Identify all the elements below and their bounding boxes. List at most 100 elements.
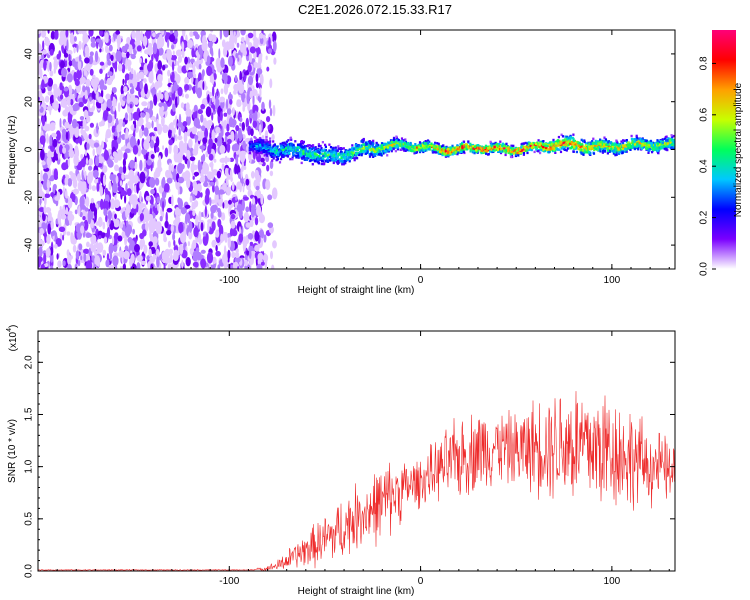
signal-cell [385,150,388,153]
noise-cell [234,251,240,258]
noise-cell [80,154,84,159]
noise-cell [52,100,59,111]
noise-cell [140,260,146,265]
noise-cell [84,89,88,100]
signal-cell [360,140,363,143]
signal-cell [530,148,533,152]
signal-cell [272,145,275,148]
signal-cell [517,152,520,155]
signal-cell [407,143,410,146]
signal-cell [647,145,651,148]
signal-cell [492,142,495,146]
noise-cell [231,181,235,191]
noise-cell [210,160,214,173]
noise-cell [202,81,205,90]
noise-cell [192,175,195,180]
noise-cell [200,258,207,269]
signal-cell [334,158,337,161]
noise-cell [161,251,167,262]
noise-cell [211,129,216,141]
noise-cell [79,76,87,84]
signal-cell [255,143,258,146]
noise-cell [206,55,211,66]
noise-cell [101,140,105,149]
noise-cell [46,179,51,190]
signal-cell [402,147,405,150]
signal-cell [328,159,331,162]
noise-cell [175,134,178,142]
noise-cell [195,180,201,185]
signal-cell [553,141,556,144]
noise-cell [220,233,224,244]
noise-cell [197,112,200,119]
signal-cell [615,139,618,142]
noise-cell [129,136,137,148]
noise-cell [119,223,123,229]
signal-cell [485,152,488,155]
noise-cell [254,110,258,122]
signal-cell [312,158,315,161]
signal-cell [377,150,380,154]
signal-cell [262,139,265,142]
signal-cell [656,139,659,142]
noise-cell [41,161,46,166]
signal-cell [375,148,379,151]
noise-cell [136,72,140,82]
signal-cell [266,152,269,155]
noise-cell [72,244,77,253]
noise-cell [90,37,94,43]
signal-cell [509,153,512,156]
signal-cell [396,148,399,151]
noise-cell [63,52,69,58]
signal-cell [349,155,352,159]
signal-cell [332,146,335,150]
signal-cell [310,157,313,160]
noise-cell [148,241,153,247]
signal-cell [414,143,417,146]
noise-cell [48,158,51,166]
signal-cell [508,147,511,150]
noise-cell [49,49,54,56]
noise-cell [152,42,158,55]
noise-cell [131,76,138,89]
noise-cell [115,50,122,62]
signal-cell [597,140,600,143]
noise-cell [124,235,128,246]
signal-cell [286,149,289,152]
noise-cell [265,155,270,162]
signal-cell [617,142,620,146]
noise-cell [87,233,92,238]
noise-cell [177,65,183,74]
signal-cell [376,143,380,147]
noise-cell [267,125,271,131]
noise-cell [112,182,118,194]
noise-cell [68,60,73,67]
signal-cell [622,146,625,150]
noise-cell [143,107,148,113]
noise-cell [203,117,207,126]
noise-cell [150,69,154,82]
signal-cell [517,147,520,150]
signal-cell [368,153,371,156]
signal-cell [625,150,628,153]
noise-cell [205,232,209,243]
signal-cell [329,149,333,153]
noise-cell [44,40,51,47]
noise-cell [219,96,226,103]
noise-cell [216,135,223,148]
noise-cell [235,52,239,59]
noise-cell [234,257,241,263]
noise-cell [193,171,200,177]
signal-cell [656,145,659,148]
signal-cell [326,156,329,159]
noise-cell [162,200,165,212]
noise-cell [211,239,217,248]
noise-cell [260,194,264,205]
noise-cell [106,77,113,86]
signal-cell [251,141,254,144]
noise-cell [90,172,94,177]
signal-cell [364,141,367,144]
noise-cell [112,235,115,246]
noise-cell [186,149,191,160]
noise-cell [250,171,255,179]
